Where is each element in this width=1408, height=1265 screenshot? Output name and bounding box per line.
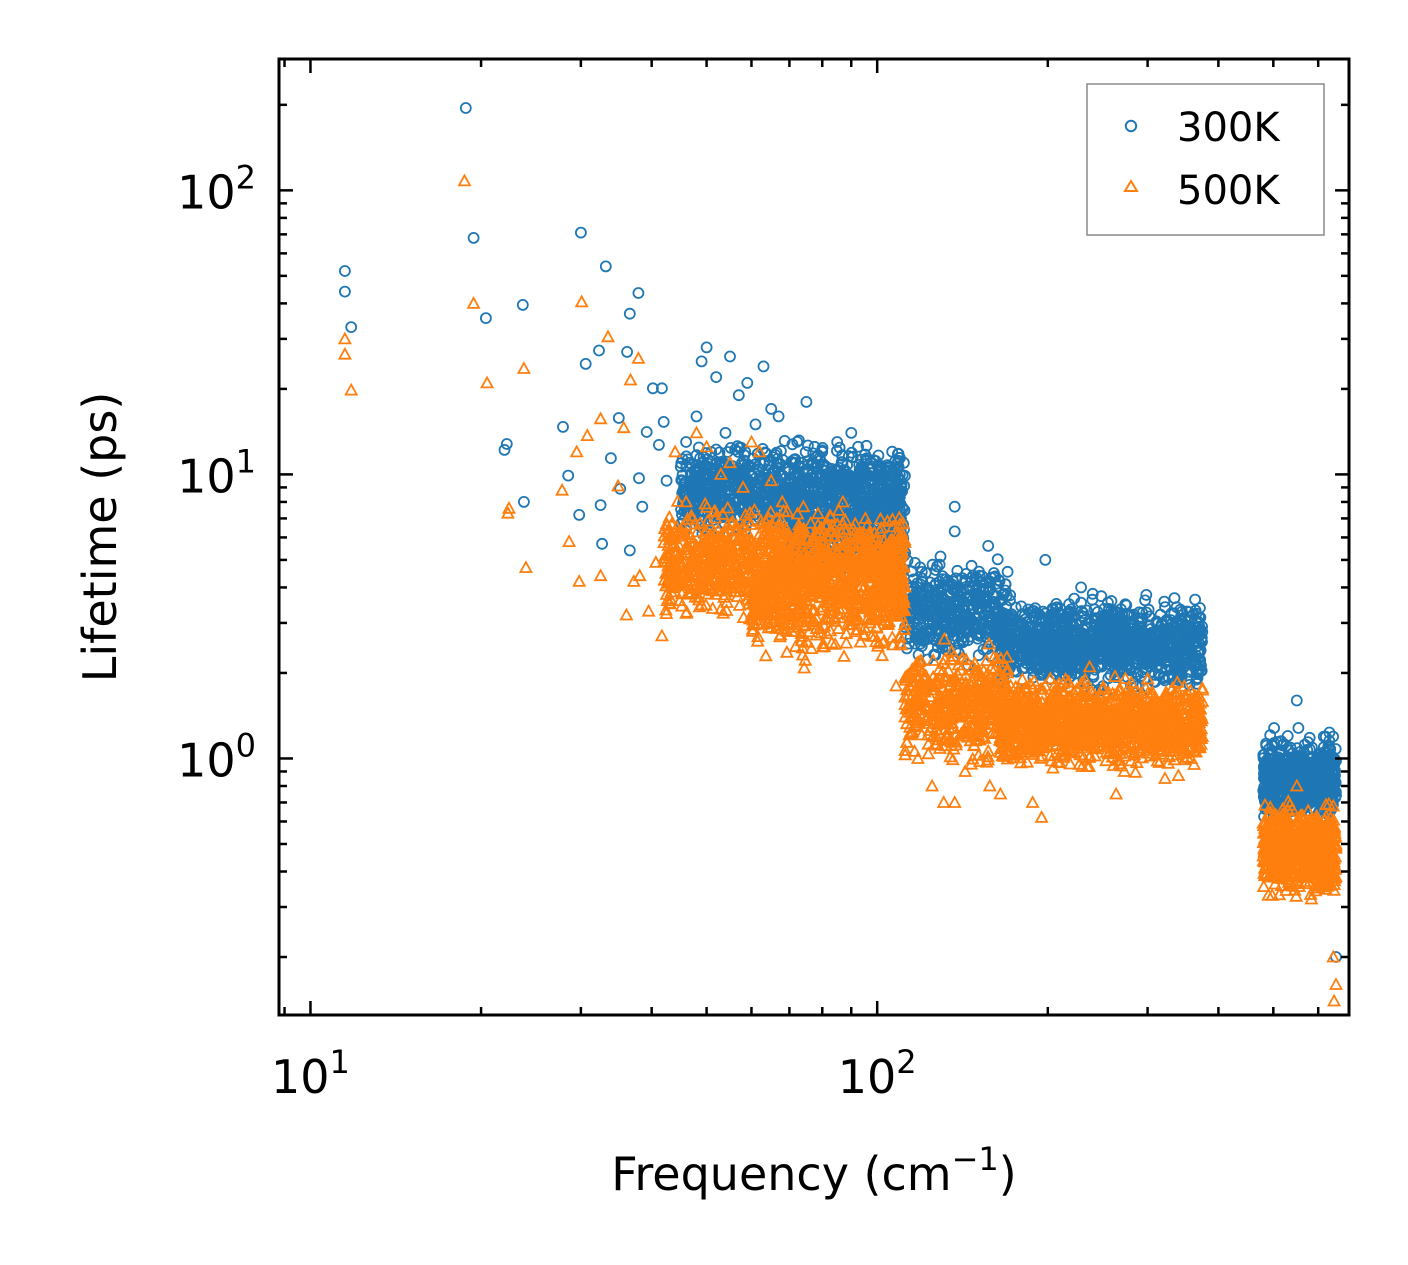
data-point-300k: [793, 434, 805, 447]
data-point-300k: [846, 450, 859, 463]
data-point-300k: [741, 458, 754, 471]
data-point-300k: [696, 485, 709, 498]
data-point-300k: [856, 469, 869, 482]
data-point-300k: [758, 485, 770, 498]
data-point-300k: [899, 469, 911, 482]
data-point-300k: [799, 446, 812, 459]
data-point-300k: [872, 449, 885, 462]
data-point-300k: [721, 467, 734, 480]
data-point-300k: [894, 468, 906, 481]
scatter-points: [337, 102, 1344, 1007]
data-point-300k: [754, 469, 767, 482]
data-point-300k: [757, 457, 770, 470]
data-point-300k: [772, 457, 785, 470]
data-point-300k: [796, 486, 809, 499]
data-point-300k: [886, 445, 899, 458]
data-point-300k: [726, 494, 739, 507]
data-point-300k: [748, 496, 760, 509]
data-point-300k: [745, 470, 758, 483]
data-point-300k: [676, 474, 689, 487]
data-point-300k: [730, 496, 742, 509]
data-point-300k: [802, 439, 814, 452]
data-point-300k: [690, 449, 703, 462]
data-point-300k: [697, 504, 710, 517]
data-point-300k: [816, 441, 829, 454]
data-point-300k: [841, 459, 853, 472]
data-point-300k: [791, 435, 804, 448]
data-point-300k: [860, 439, 873, 452]
data-point-300k: [694, 452, 706, 465]
data-point-300k: [676, 469, 689, 482]
data-point-300k: [778, 485, 791, 498]
data-point-300k: [760, 447, 772, 460]
data-point-300k: [778, 434, 791, 447]
data-point-300k: [831, 444, 843, 457]
data-point-300k: [892, 460, 905, 473]
data-point-300k: [811, 477, 823, 489]
data-point-300k: [802, 458, 815, 471]
data-point-300k: [878, 471, 891, 484]
data-point-300k: [833, 441, 846, 454]
data-point-300k: [852, 440, 864, 453]
data-point-300k: [875, 460, 888, 473]
data-point-300k: [724, 441, 737, 454]
data-point-300k: [820, 461, 833, 473]
